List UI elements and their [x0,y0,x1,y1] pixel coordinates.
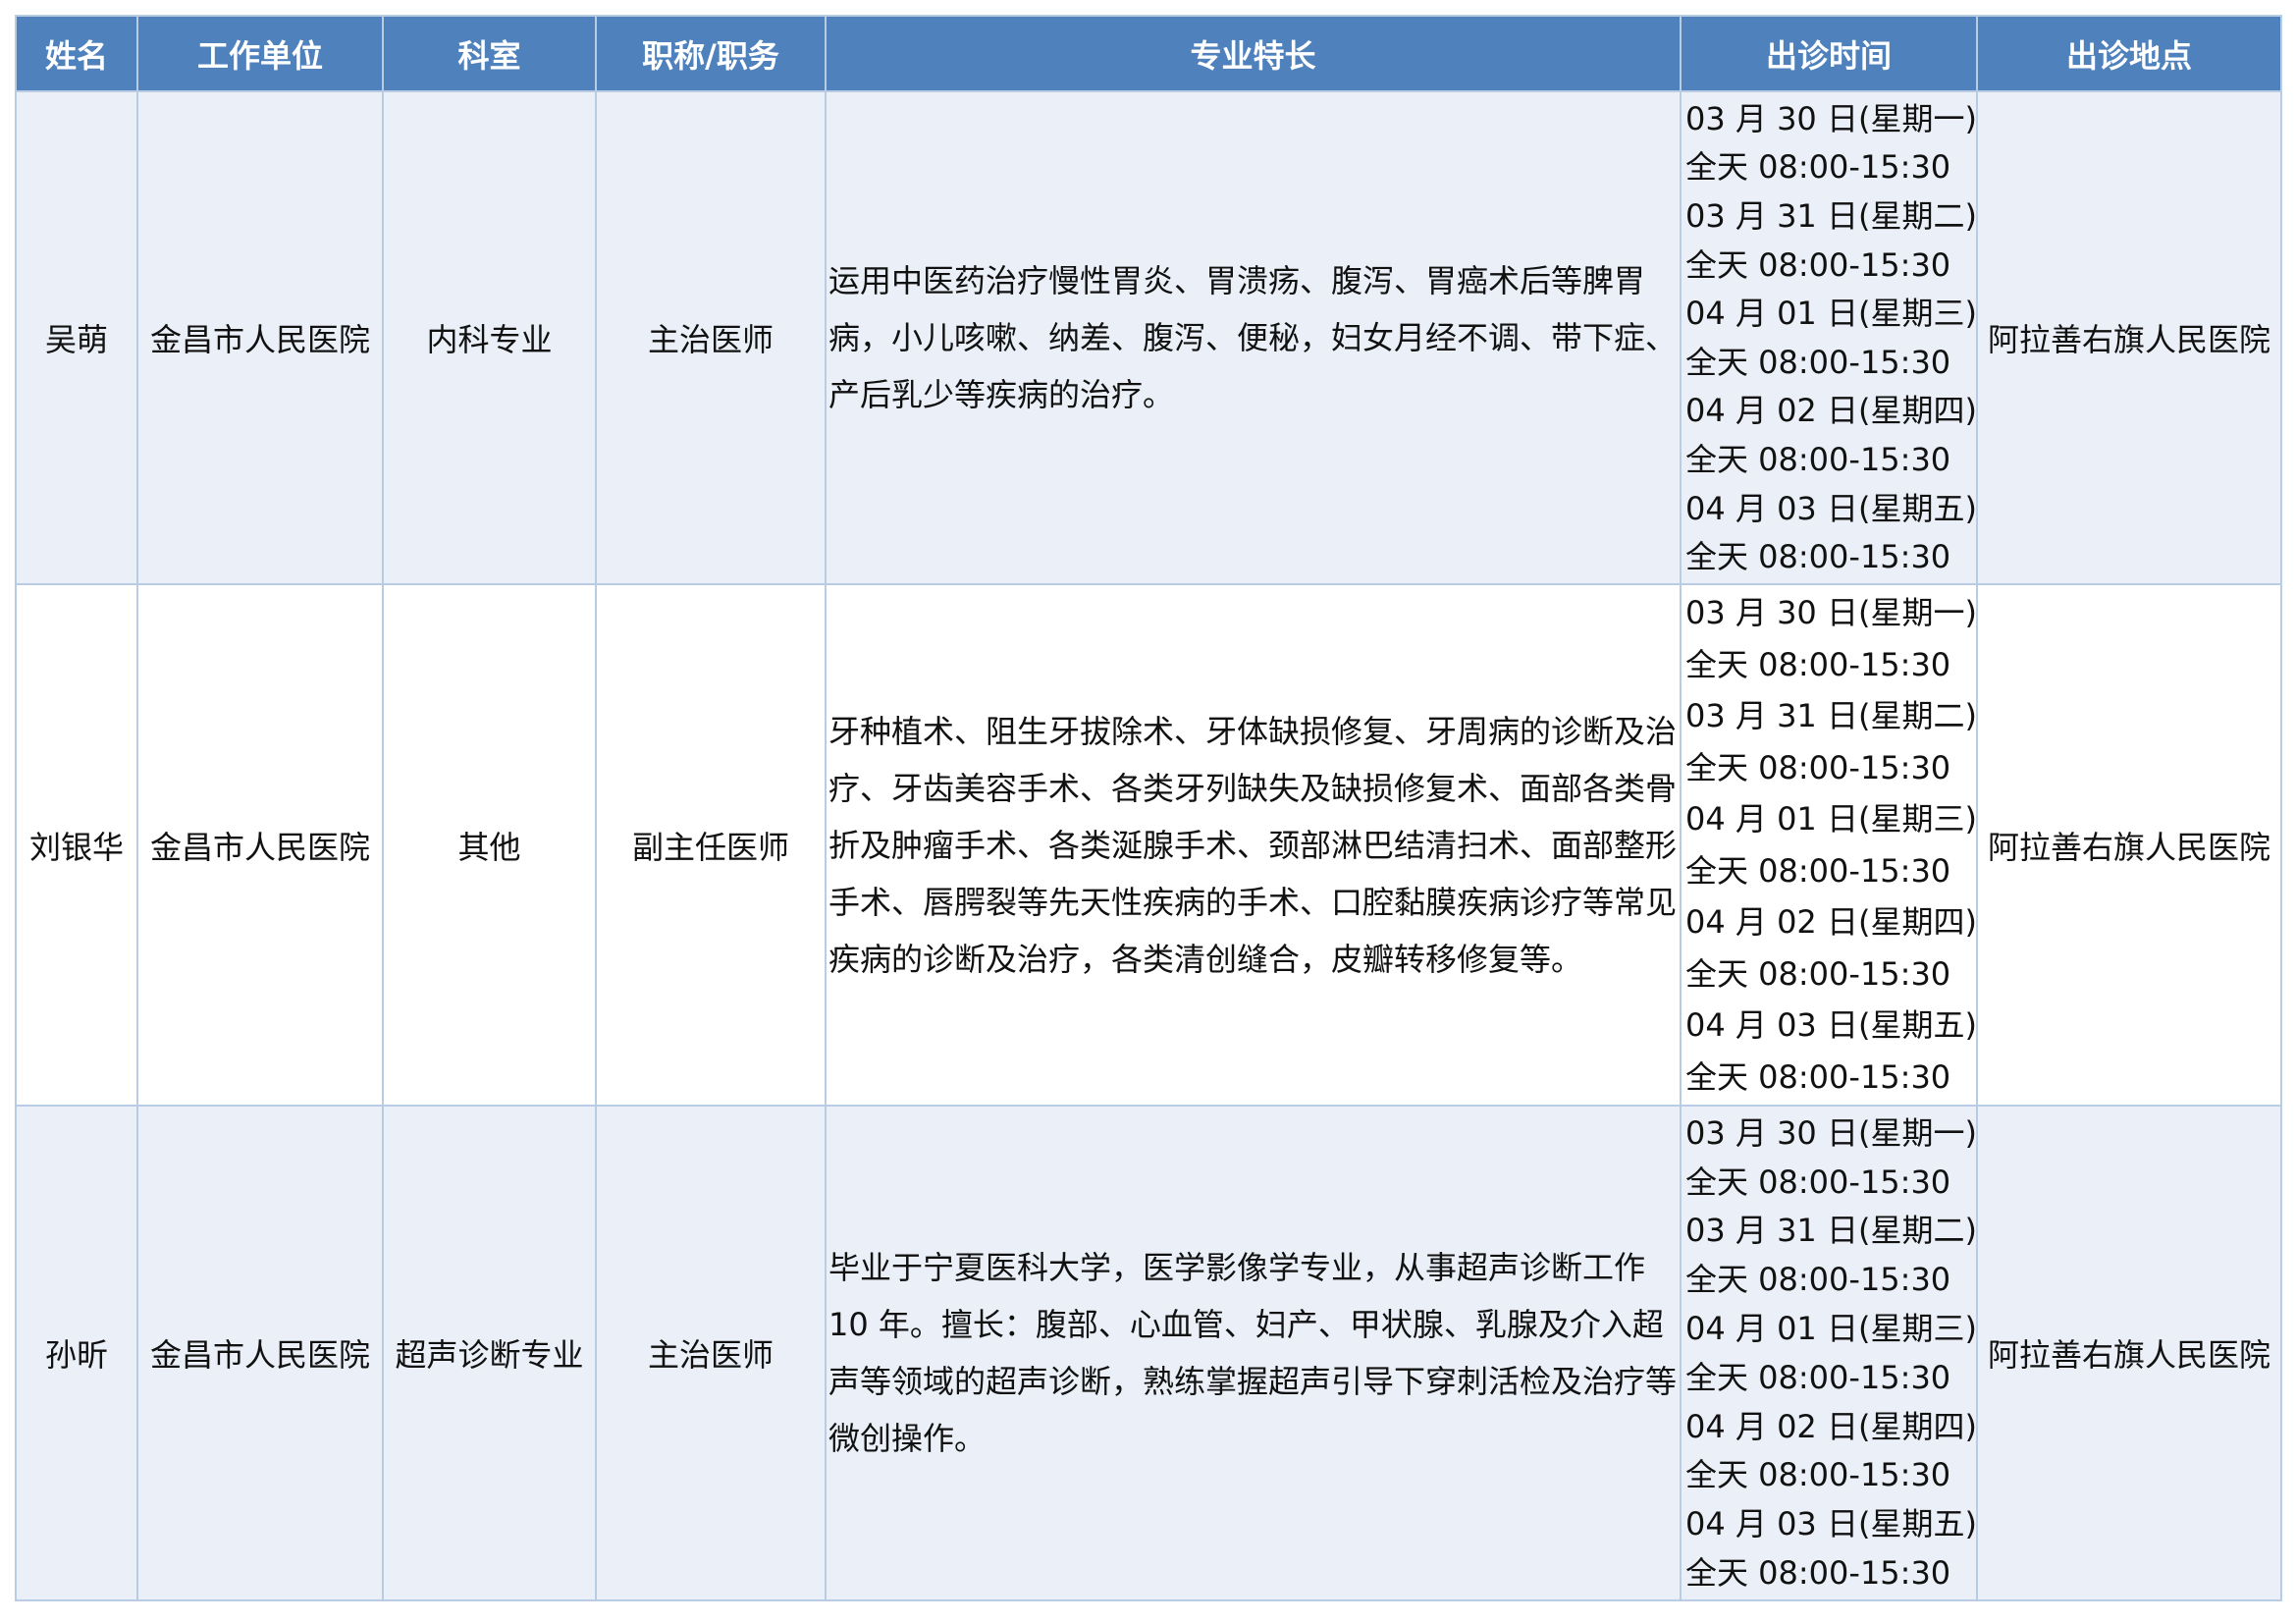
department: 内科专业 [382,90,597,585]
schedule-date: 04 月 01 日(星期三) [1685,295,1977,333]
schedule-date: 04 月 02 日(星期四) [1685,392,1977,430]
header-dept: 科室 [382,15,597,92]
header-row: 姓名 工作单位 科室 职称/职务 专业特长 出诊时间 出诊地点 [15,15,2282,92]
header-schedule: 出诊时间 [1680,15,1978,92]
schedule-time: 全天 08:00-15:30 [1685,645,1951,683]
schedule: 03 月 30 日(星期一) 全天 08:00-15:30 03 月 31 日(星期… [1680,583,1978,1107]
specialty: 毕业于宁夏医科大学，医学影像学专业，从事超声诊断工作 10 年。擅长：腹部、心血… [825,1105,1682,1601]
schedule-time: 全天 08:00-15:30 [1685,148,1951,187]
schedule-date: 04 月 03 日(星期五) [1685,1006,1977,1045]
schedule-time: 全天 08:00-15:30 [1685,1261,1951,1299]
table-row: 刘银华 金昌市人民医院 其他 副主任医师 牙种植术、阻生牙拔除术、牙体缺损修复、牙周病的… [15,583,2282,1107]
schedule-time: 全天 08:00-15:30 [1685,851,1951,890]
schedule: 03 月 30 日(星期一) 全天 08:00-15:30 03 月 31 日(星期… [1680,90,1978,585]
work-unit: 金昌市人民医院 [136,583,384,1107]
specialty: 牙种植术、阻生牙拔除术、牙体缺损修复、牙周病的诊断及治疗、牙齿美容手术、各类牙列… [825,583,1682,1107]
doctor-name: 吴萌 [15,90,138,585]
schedule-time: 全天 08:00-15:30 [1685,1456,1951,1494]
schedule-date: 04 月 01 日(星期三) [1685,800,1977,839]
schedule-date: 04 月 03 日(星期五) [1685,489,1977,527]
schedule-date: 04 月 02 日(星期四) [1685,1407,1977,1445]
table-row: 孙昕 金昌市人民医院 超声诊断专业 主治医师 毕业于宁夏医科大学，医学影像学专业，从事超… [15,1105,2282,1601]
schedule-date: 04 月 02 日(星期四) [1685,903,1977,942]
clinic-location: 阿拉善右旗人民医院 [1976,583,2282,1107]
schedule-date: 04 月 03 日(星期五) [1685,1505,1977,1543]
schedule-list: 03 月 30 日(星期一) 全天 08:00-15:30 03 月 31 日(星期… [1685,587,1977,1103]
work-unit: 金昌市人民医院 [136,1105,384,1601]
schedule-time: 全天 08:00-15:30 [1685,748,1951,786]
schedule-time: 全天 08:00-15:30 [1685,1163,1951,1201]
schedule-date: 03 月 31 日(星期二) [1685,1212,1977,1250]
schedule: 03 月 30 日(星期一) 全天 08:00-15:30 03 月 31 日(星期… [1680,1105,1978,1601]
schedule-time: 全天 08:00-15:30 [1685,1358,1951,1396]
schedule-time: 全天 08:00-15:30 [1685,245,1951,284]
header-location: 出诊地点 [1976,15,2282,92]
doctor-name: 孙昕 [15,1105,138,1601]
schedule-date: 03 月 30 日(星期一) [1685,1113,1977,1152]
work-unit: 金昌市人民医院 [136,90,384,585]
header-title: 职称/职务 [595,15,827,92]
specialty: 运用中医药治疗慢性胃炎、胃溃疡、腹泻、胃癌术后等脾胃病，小儿咳嗽、纳差、腹泻、便… [825,90,1682,585]
schedule-time: 全天 08:00-15:30 [1685,1057,1951,1096]
job-title: 副主任医师 [595,583,827,1107]
schedule-date: 03 月 30 日(星期一) [1685,99,1977,137]
schedule-time: 全天 08:00-15:30 [1685,1554,1951,1593]
job-title: 主治医师 [595,1105,827,1601]
schedule-date: 03 月 30 日(星期一) [1685,594,1977,632]
clinic-location: 阿拉善右旗人民医院 [1976,1105,2282,1601]
department: 其他 [382,583,597,1107]
schedule-time: 全天 08:00-15:30 [1685,538,1951,576]
schedule-date: 03 月 31 日(星期二) [1685,196,1977,235]
schedule-date: 04 月 01 日(星期三) [1685,1310,1977,1348]
schedule-list: 03 月 30 日(星期一) 全天 08:00-15:30 03 月 31 日(星期… [1685,94,1977,581]
header-name: 姓名 [15,15,138,92]
doctor-name: 刘银华 [15,583,138,1107]
job-title: 主治医师 [595,90,827,585]
header-specialty: 专业特长 [825,15,1682,92]
table-row: 吴萌 金昌市人民医院 内科专业 主治医师 运用中医药治疗慢性胃炎、胃溃疡、腹泻、胃癌术后… [15,90,2282,585]
schedule-time: 全天 08:00-15:30 [1685,343,1951,381]
doctor-schedule-table: 姓名 工作单位 科室 职称/职务 专业特长 出诊时间 出诊地点 吴萌 金昌市人民医… [15,15,2282,1601]
schedule-date: 03 月 31 日(星期二) [1685,697,1977,735]
schedule-time: 全天 08:00-15:30 [1685,440,1951,478]
schedule-time: 全天 08:00-15:30 [1685,954,1951,993]
department: 超声诊断专业 [382,1105,597,1601]
clinic-location: 阿拉善右旗人民医院 [1976,90,2282,585]
header-unit: 工作单位 [136,15,384,92]
schedule-list: 03 月 30 日(星期一) 全天 08:00-15:30 03 月 31 日(星期… [1685,1109,1977,1597]
